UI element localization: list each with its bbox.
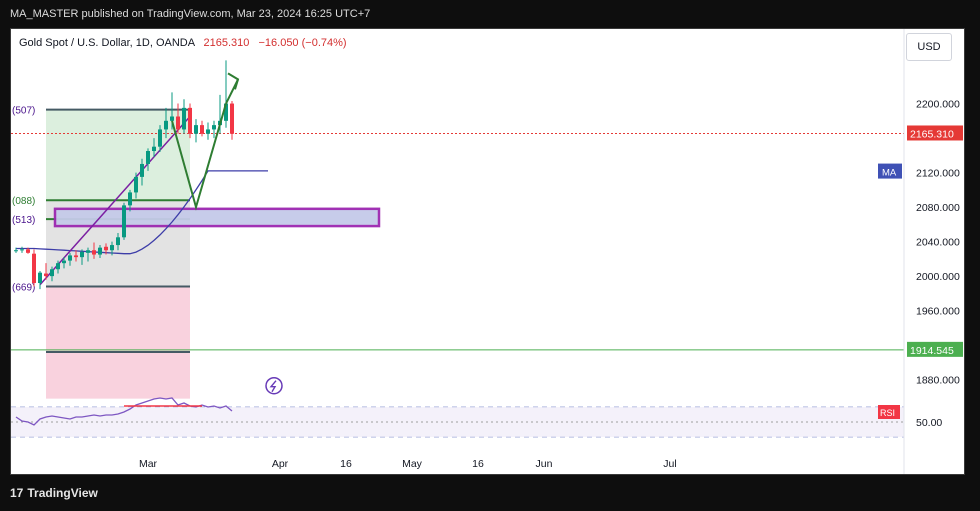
candle-body xyxy=(146,151,150,164)
position-level-label: (513) xyxy=(12,215,35,226)
ma-tag xyxy=(878,163,902,179)
candle-body xyxy=(158,129,162,147)
candle-body xyxy=(86,250,90,253)
x-tick-label: Jul xyxy=(663,458,676,470)
symbol-title: Gold Spot / U.S. Dollar, 1D, OANDA xyxy=(19,37,195,49)
chart-frame[interactable]: (507)(088)(513)(669)1880.0001920.0001960… xyxy=(10,28,965,475)
supply-zone-box xyxy=(53,207,381,228)
candle-body xyxy=(170,116,174,121)
candle-body xyxy=(38,272,42,284)
x-tick-label: 16 xyxy=(472,458,484,470)
position-level-label: (507) xyxy=(12,106,35,117)
price-change: −16.050 (−0.74%) xyxy=(258,37,347,49)
candle-body xyxy=(122,205,126,238)
y-tick-label: 2040.000 xyxy=(916,237,960,249)
target-zone xyxy=(46,109,190,201)
price-chart[interactable]: (507)(088)(513)(669)1880.0001920.0001960… xyxy=(11,29,964,474)
brand-name: TradingView xyxy=(27,486,98,500)
currency-button[interactable]: USD xyxy=(906,33,952,61)
y-tick-label: 1960.000 xyxy=(916,306,960,318)
candle-body xyxy=(92,250,96,255)
tradingview-logo-icon: 17 xyxy=(10,486,24,500)
candle-body xyxy=(188,107,192,134)
stop-zone xyxy=(46,286,190,399)
candle-body xyxy=(140,163,144,177)
candle-body xyxy=(206,129,210,134)
rsi-level-label: 50.00 xyxy=(916,417,942,429)
candle-body xyxy=(230,103,234,134)
x-tick-label: Apr xyxy=(272,458,289,470)
x-tick-label: May xyxy=(402,458,423,470)
tradingview-footer: 17 TradingView xyxy=(10,486,98,500)
candle-body xyxy=(44,273,48,277)
candle-body xyxy=(50,269,54,277)
candle-body xyxy=(56,263,60,270)
x-tick-label: Jun xyxy=(536,458,553,470)
x-tick-label: Mar xyxy=(139,458,158,470)
candle-body xyxy=(152,146,156,152)
candle-body xyxy=(104,246,108,251)
position-level-label: (669) xyxy=(12,282,35,293)
candle-body xyxy=(68,255,72,261)
rsi-tag-text: RSI xyxy=(880,408,895,418)
publisher-line: MA_MASTER published on TradingView.com, … xyxy=(10,8,371,20)
candle-body xyxy=(134,176,138,193)
position-level-label: (088) xyxy=(12,196,35,207)
candle-body xyxy=(194,125,198,134)
y-tick-label: 2080.000 xyxy=(916,202,960,214)
projection-arrowhead xyxy=(227,72,240,90)
candle-body xyxy=(26,249,30,253)
y-tick-label: 2000.000 xyxy=(916,271,960,283)
candle-body xyxy=(14,250,18,252)
candle-body xyxy=(62,260,66,264)
candle-body xyxy=(164,120,168,130)
rsi-line xyxy=(15,397,233,426)
candle-body xyxy=(98,247,102,255)
candle-body xyxy=(80,251,84,258)
lightning-bolt-icon xyxy=(269,380,277,393)
candle-body xyxy=(128,192,132,206)
last-price: 2165.310 xyxy=(203,37,250,49)
y-tick-label: 2200.000 xyxy=(916,99,960,111)
last-price-tag-text: 2165.310 xyxy=(910,128,954,140)
lightning-icon xyxy=(265,376,283,395)
last-price-tag xyxy=(907,125,963,141)
candle-body xyxy=(110,245,114,251)
support-price-tag-text: 1914.545 xyxy=(910,345,954,357)
candle-body xyxy=(182,107,186,130)
candle-body xyxy=(74,255,78,258)
candle-body xyxy=(212,125,216,130)
candle-body xyxy=(200,125,204,134)
uptrend-line xyxy=(39,115,191,286)
support-price-tag xyxy=(907,341,963,357)
publish-header: MA_MASTER published on TradingView.com, … xyxy=(0,0,980,28)
candle-body xyxy=(224,103,228,121)
symbol-legend: Gold Spot / U.S. Dollar, 1D, OANDA 2165.… xyxy=(19,37,347,49)
candle-body xyxy=(32,253,36,284)
x-tick-label: 16 xyxy=(340,458,352,470)
candle-body xyxy=(20,249,24,251)
y-tick-label: 2120.000 xyxy=(916,168,960,180)
rsi-tag xyxy=(878,405,900,419)
ma-tag-text: MA xyxy=(882,168,897,179)
candle-body xyxy=(116,237,120,246)
y-tick-label: 1880.000 xyxy=(916,375,960,387)
candle-body xyxy=(176,116,180,130)
projection-zigzag xyxy=(171,103,227,211)
moving-average-line xyxy=(16,170,268,255)
